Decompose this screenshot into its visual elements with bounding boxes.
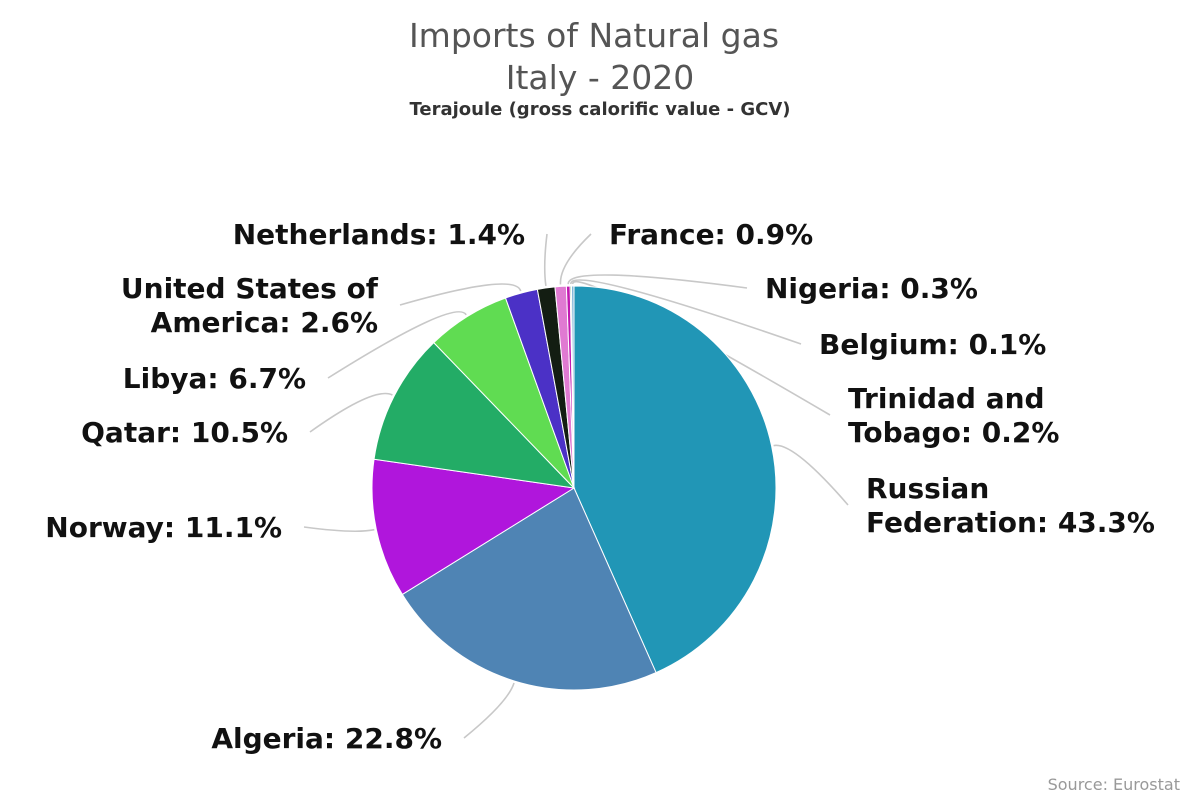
leader-line-nigeria	[567, 274, 748, 289]
pie-slice-qatar[interactable]	[373, 341, 576, 489]
slice-label-norway: Norway: 11.1%	[45, 511, 282, 544]
leader-line-united-states-of-america	[399, 283, 522, 306]
slice-label-russian-federation: Russian Federation: 43.3%	[866, 472, 1155, 539]
slice-label-libya: Libya: 6.7%	[123, 362, 306, 395]
pie-slice-russian-federation[interactable]	[573, 285, 777, 674]
leader-line-qatar	[309, 392, 393, 433]
slice-labels: Russian Federation: 43.3% Algeria: 22.8% No…	[45, 218, 1155, 755]
chart-title-line-2: Italy - 2020	[506, 58, 694, 97]
leader-line-algeria	[463, 682, 515, 739]
pie-slices	[371, 285, 777, 691]
pie-slice-trinidad-and-tobago[interactable]	[570, 285, 575, 489]
slice-label-algeria: Algeria: 22.8%	[211, 722, 442, 755]
leader-line-belgium	[569, 279, 802, 345]
slice-label-nigeria: Nigeria: 0.3%	[765, 272, 978, 305]
leader-line-norway	[303, 526, 375, 533]
slice-label-belgium: Belgium: 0.1%	[819, 328, 1046, 361]
slice-label-united-states-of-america: United States of America: 2.6%	[121, 272, 379, 339]
pie-slice-norway[interactable]	[371, 458, 576, 596]
leader-line-netherlands	[543, 233, 548, 287]
leader-line-france	[559, 233, 592, 285]
slice-label-netherlands: Netherlands: 1.4%	[233, 218, 525, 251]
leader-line-libya	[327, 311, 467, 379]
source-credit[interactable]: Source: Eurostat	[1048, 775, 1180, 794]
slice-label-qatar: Qatar: 10.5%	[81, 416, 288, 449]
leader-line-russian-federation	[773, 444, 849, 506]
leader-lines	[303, 233, 849, 739]
slice-label-france: France: 0.9%	[609, 218, 813, 251]
chart-title: Imports of Natural gas	[409, 16, 779, 55]
slice-label-trinidad-and-tobago: Trinidad and Tobago: 0.2%	[848, 382, 1059, 449]
chart-subtitle: Terajoule (gross calorific value - GCV)	[409, 99, 790, 120]
pie-slice-algeria[interactable]	[401, 487, 657, 691]
